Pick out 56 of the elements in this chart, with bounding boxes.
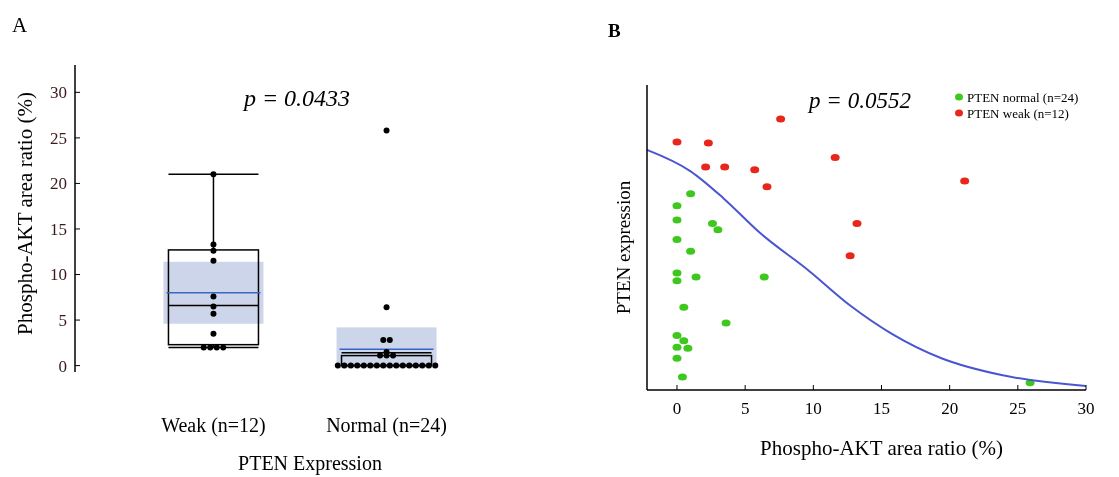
y-tick-label: 20 [50, 174, 67, 194]
y-axis-title: Phospho-AKT area ratio (%) [13, 92, 37, 335]
point [672, 269, 682, 277]
point [830, 153, 840, 161]
y-tick-label: 25 [50, 128, 67, 148]
y-tick-label: 10 [50, 265, 67, 285]
point [677, 373, 687, 381]
x-tick-label: 15 [873, 399, 890, 418]
point [672, 216, 682, 224]
point [960, 177, 970, 185]
point [672, 202, 682, 210]
annotation: p = 0.0433 [241, 85, 351, 111]
point [759, 273, 769, 281]
x-tick-label: Normal (n=24) [326, 414, 447, 437]
y-axis-title: PTEN expression [613, 180, 634, 315]
text: B [608, 20, 621, 41]
point [691, 273, 701, 281]
point [721, 319, 731, 327]
point [679, 337, 689, 345]
x-axis-title: Phospho-AKT area ratio (%) [760, 436, 1003, 460]
point [750, 166, 760, 174]
point [672, 236, 682, 244]
x-tick-label: 10 [804, 399, 822, 418]
x-tick-label: 20 [941, 399, 959, 418]
point [701, 163, 711, 171]
legend-label: PTEN normal (n=24) [967, 89, 1079, 105]
text: p = 0.0552 [807, 88, 911, 113]
point [703, 139, 713, 147]
point [845, 252, 855, 260]
point [672, 277, 682, 285]
text: A [12, 13, 28, 37]
point [672, 343, 682, 351]
x-tick-label: 5 [740, 399, 750, 418]
point [672, 332, 682, 340]
point [776, 115, 786, 123]
point [683, 344, 693, 352]
point [672, 138, 682, 146]
x-tick-label: Weak (n=12) [161, 414, 266, 437]
x-axis-title: PTEN Expression [238, 452, 382, 475]
y-tick-label: 30 [50, 83, 67, 103]
point [852, 220, 862, 228]
point [672, 354, 682, 362]
x-tick-label: 30 [1077, 399, 1095, 418]
x-tick-label: 0 [672, 399, 682, 418]
x-tick-label: 25 [1009, 399, 1027, 418]
point [686, 247, 696, 255]
point [707, 220, 717, 228]
y-tick-label: 15 [50, 219, 67, 239]
point [713, 226, 723, 234]
y-tick-label: 5 [58, 311, 67, 331]
point [686, 190, 696, 198]
point [762, 183, 772, 191]
point [720, 163, 730, 171]
point [679, 303, 689, 311]
y-tick-label: 0 [58, 356, 67, 376]
legend-label: PTEN weak (n=12) [967, 105, 1069, 121]
